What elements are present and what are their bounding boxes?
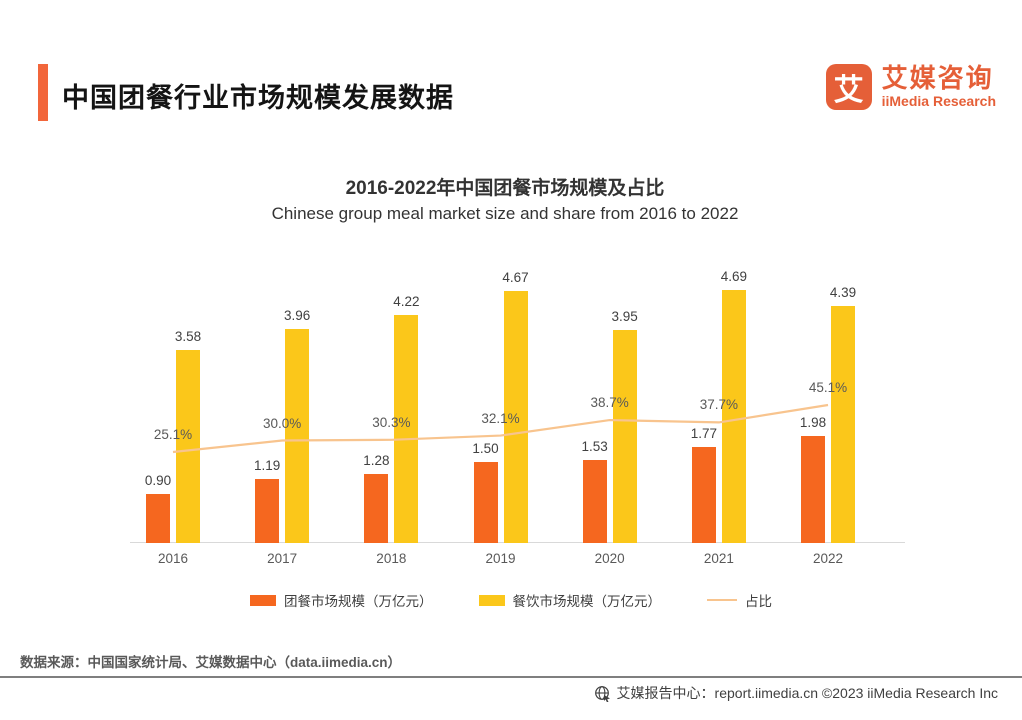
x-tick-2017: 2017: [267, 551, 298, 566]
group-meal-bar-2022: [801, 436, 826, 543]
footer-divider: [0, 676, 1022, 678]
logo-name-cn: 艾媒咨询: [881, 63, 994, 94]
catering-bar-value-2020: 3.95: [611, 308, 638, 324]
logo-text: 艾媒咨询 iiMedia Research: [881, 63, 996, 109]
share-value-2016: 25.1%: [153, 427, 193, 442]
group-meal-bar-2017: [255, 478, 280, 543]
catering-bar-2022: [831, 305, 856, 543]
chart-subtitle: Chinese group meal market size and share…: [271, 204, 739, 223]
x-tick-2022: 2022: [812, 551, 844, 566]
group-meal-bar-value-2021: 1.77: [690, 426, 717, 442]
group-meal-bar-2019: [473, 462, 498, 543]
catering-bar-value-2021: 4.69: [720, 268, 747, 284]
share-value-2020: 38.7%: [590, 395, 629, 411]
group-meal-bar-value-2020: 1.53: [581, 439, 608, 455]
catering-bar-value-2017: 3.96: [284, 308, 311, 324]
title-accent-bar: [38, 64, 48, 121]
group-meal-bar-value-2018: 1.28: [363, 452, 390, 468]
x-tick-2018: 2018: [376, 551, 407, 566]
catering-bar-2016: [176, 349, 200, 543]
legend-item-group-meal: 团餐市场规模（万亿元）: [250, 590, 433, 610]
group-meal-bar-value-2019: 1.50: [472, 441, 499, 456]
share-value-2018: 30.3%: [372, 414, 411, 430]
legend-label-group-meal: 团餐市场规模（万亿元）: [284, 594, 433, 609]
legend-item-share: 占比: [707, 590, 772, 610]
group-meal-bar-2020: [582, 460, 607, 543]
chart-legend: 团餐市场规模（万亿元） 餐饮市场规模（万亿元） 占比: [0, 590, 1022, 610]
share-value-2022: 45.1%: [808, 380, 848, 395]
group-meal-bar-2018: [364, 473, 389, 543]
legend-label-share: 占比: [745, 594, 772, 609]
data-source-note: 数据来源：中国国家统计局、艾媒数据中心（data.iimedia.cn）: [20, 655, 402, 670]
share-trend-line: [172, 403, 829, 454]
globe-cursor-icon: [594, 685, 610, 702]
share-value-2021: 37.7%: [699, 397, 738, 413]
catering-bar-2017: [285, 329, 310, 543]
share-value-2017: 30.0%: [263, 415, 302, 431]
iimedia-logo-icon: 艾: [825, 64, 872, 110]
catering-bar-value-2016: 3.58: [174, 328, 202, 344]
group-meal-bar-value-2017: 1.19: [254, 457, 281, 473]
legend-label-catering: 餐饮市场规模（万亿元）: [512, 594, 662, 609]
catering-bar-value-2022: 4.39: [829, 284, 857, 300]
group-meal-bar-2021: [691, 447, 716, 543]
catering-bar-value-2018: 4.22: [393, 294, 420, 310]
group-meal-bar-2016: [146, 494, 170, 543]
catering-swatch: [478, 594, 505, 606]
footer: 艾媒报告中心：report.iimedia.cn ©2023 iiMedia R…: [594, 683, 998, 703]
iimedia-logo: 艾 艾媒咨询 iiMedia Research: [825, 63, 996, 110]
legend-item-catering: 餐饮市场规模（万亿元）: [478, 590, 662, 610]
catering-bar-2020: [612, 329, 637, 543]
x-tick-2020: 2020: [594, 551, 625, 566]
share-value-2019: 32.1%: [481, 410, 520, 426]
catering-bar-value-2019: 4.67: [502, 269, 529, 285]
logo-name-en: iiMedia Research: [881, 92, 996, 109]
x-tick-2016: 2016: [157, 551, 189, 566]
share-line-swatch: [707, 599, 737, 601]
group-meal-bar-value-2016: 0.90: [144, 473, 172, 489]
x-tick-2019: 2019: [485, 551, 516, 566]
group-meal-swatch: [250, 594, 276, 606]
page-title: 中国团餐行业市场规模发展数据: [62, 83, 454, 113]
catering-bar-2018: [394, 315, 419, 543]
catering-bar-2021: [721, 289, 746, 543]
group-meal-bar-value-2022: 1.98: [799, 415, 827, 431]
footer-text: 艾媒报告中心：report.iimedia.cn ©2023 iiMedia R…: [616, 685, 998, 701]
x-tick-2021: 2021: [703, 551, 734, 566]
chart-title: 2016-2022年中国团餐市场规模及占比: [345, 178, 665, 199]
chart-plot-area: 0.90 3.58 2016 1.19 3.96 2017 1.28 4.22 2018 1.50…: [130, 255, 905, 566]
catering-bar-2019: [503, 290, 528, 543]
